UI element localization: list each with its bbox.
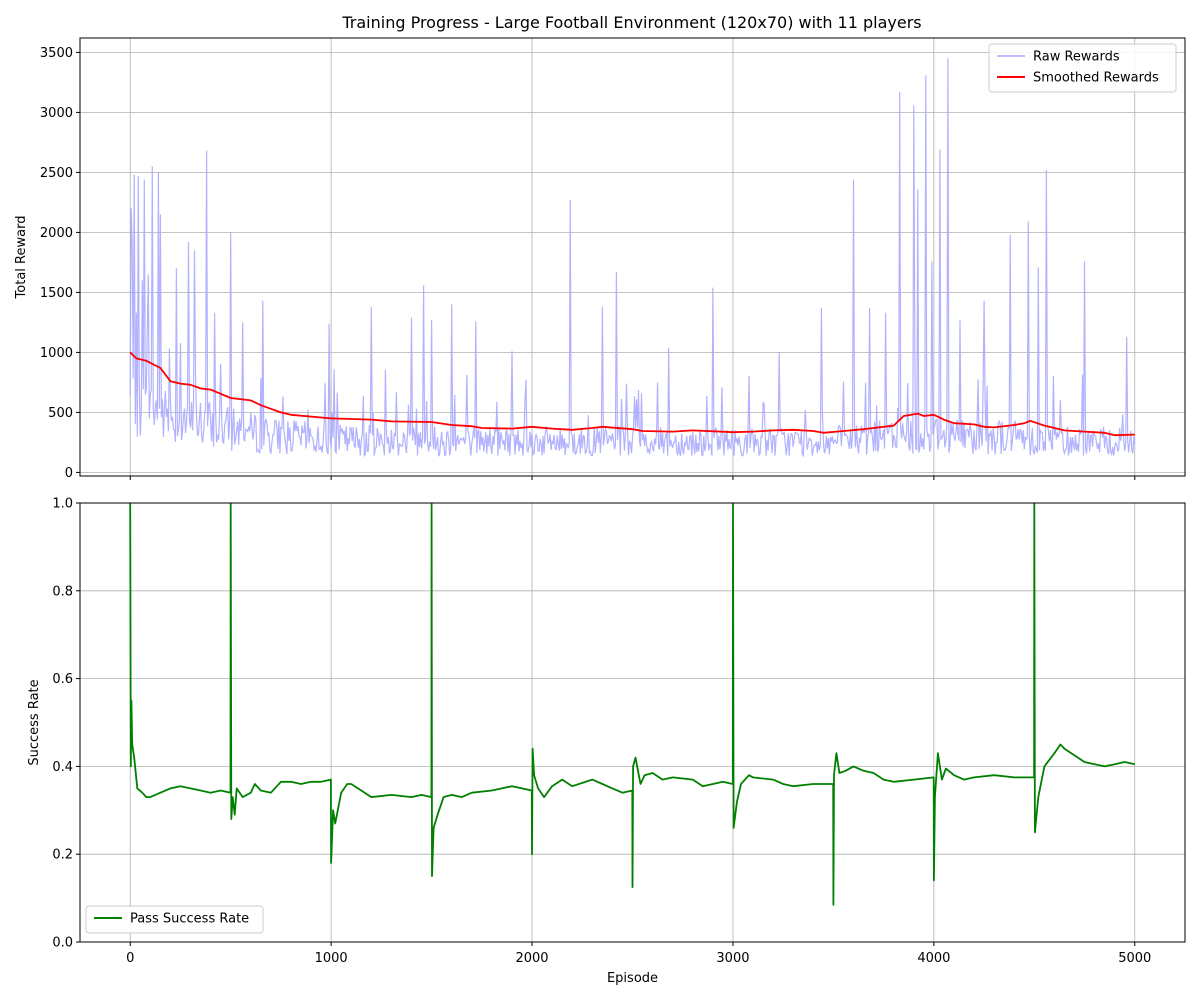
legend-box (988, 43, 1177, 93)
y-axis-label: Total Reward (14, 216, 29, 300)
chart-title: Training Progress - Large Football Envir… (341, 13, 921, 32)
series-group (129, 58, 1136, 458)
y-tick-label: 1000 (40, 346, 73, 361)
y-tick-label: 3000 (40, 106, 73, 121)
legend-box (85, 905, 264, 934)
y-tick-label: 0.0 (52, 936, 73, 951)
legend: Pass Success Rate (85, 905, 264, 934)
y-tick-label: 3500 (40, 46, 73, 61)
pass-success-rate-line (129, 503, 1135, 906)
y-tick-label: 2500 (40, 166, 73, 181)
x-ticks: 0 1000 2000 3000 4000 5000 (126, 942, 1151, 966)
smoothed-rewards-line (129, 351, 1135, 437)
x-tick-label: 0 (126, 951, 134, 966)
success-rate-panel: 0 1000 2000 3000 4000 5000 0.0 0.2 0.4 0.6 0.8 1.0 S… (27, 497, 1186, 986)
x-ticks (129, 476, 1136, 480)
axes-frame (79, 502, 1186, 943)
grid (80, 38, 1185, 476)
legend-entry: Smoothed Rewards (1033, 71, 1159, 86)
y-tick-label: 1500 (40, 286, 73, 301)
axes-frame (79, 37, 1186, 477)
x-tick-label: 2000 (515, 951, 548, 966)
y-tick-label: 0.8 (52, 584, 73, 599)
rewards-panel: 0 500 1000 1500 2000 2500 3000 3500 Total Reward… (14, 37, 1186, 481)
y-tick-label: 500 (48, 406, 73, 421)
legend: Raw Rewards Smoothed Rewards (988, 43, 1177, 93)
x-tick-label: 1000 (315, 951, 348, 966)
raw-rewards-line (129, 58, 1136, 458)
x-tick-label: 5000 (1118, 951, 1151, 966)
y-ticks: 0.0 0.2 0.4 0.6 0.8 1.0 (52, 497, 80, 951)
y-tick-label: 0.2 (52, 848, 73, 863)
y-tick-label: 1.0 (52, 497, 73, 512)
y-axis-label: Success Rate (27, 679, 42, 765)
y-tick-label: 2000 (40, 226, 73, 241)
legend-entry: Raw Rewards (1033, 50, 1120, 65)
legend-entry: Pass Success Rate (130, 912, 249, 927)
series-group (129, 503, 1135, 906)
y-tick-label: 0 (65, 466, 73, 481)
y-ticks: 0 500 1000 1500 2000 2500 3000 3500 (40, 46, 80, 481)
x-axis-label: Episode (607, 971, 658, 986)
y-tick-label: 0.6 (52, 672, 73, 687)
y-tick-label: 0.4 (52, 760, 73, 775)
x-tick-label: 4000 (917, 951, 950, 966)
x-tick-label: 3000 (716, 951, 749, 966)
